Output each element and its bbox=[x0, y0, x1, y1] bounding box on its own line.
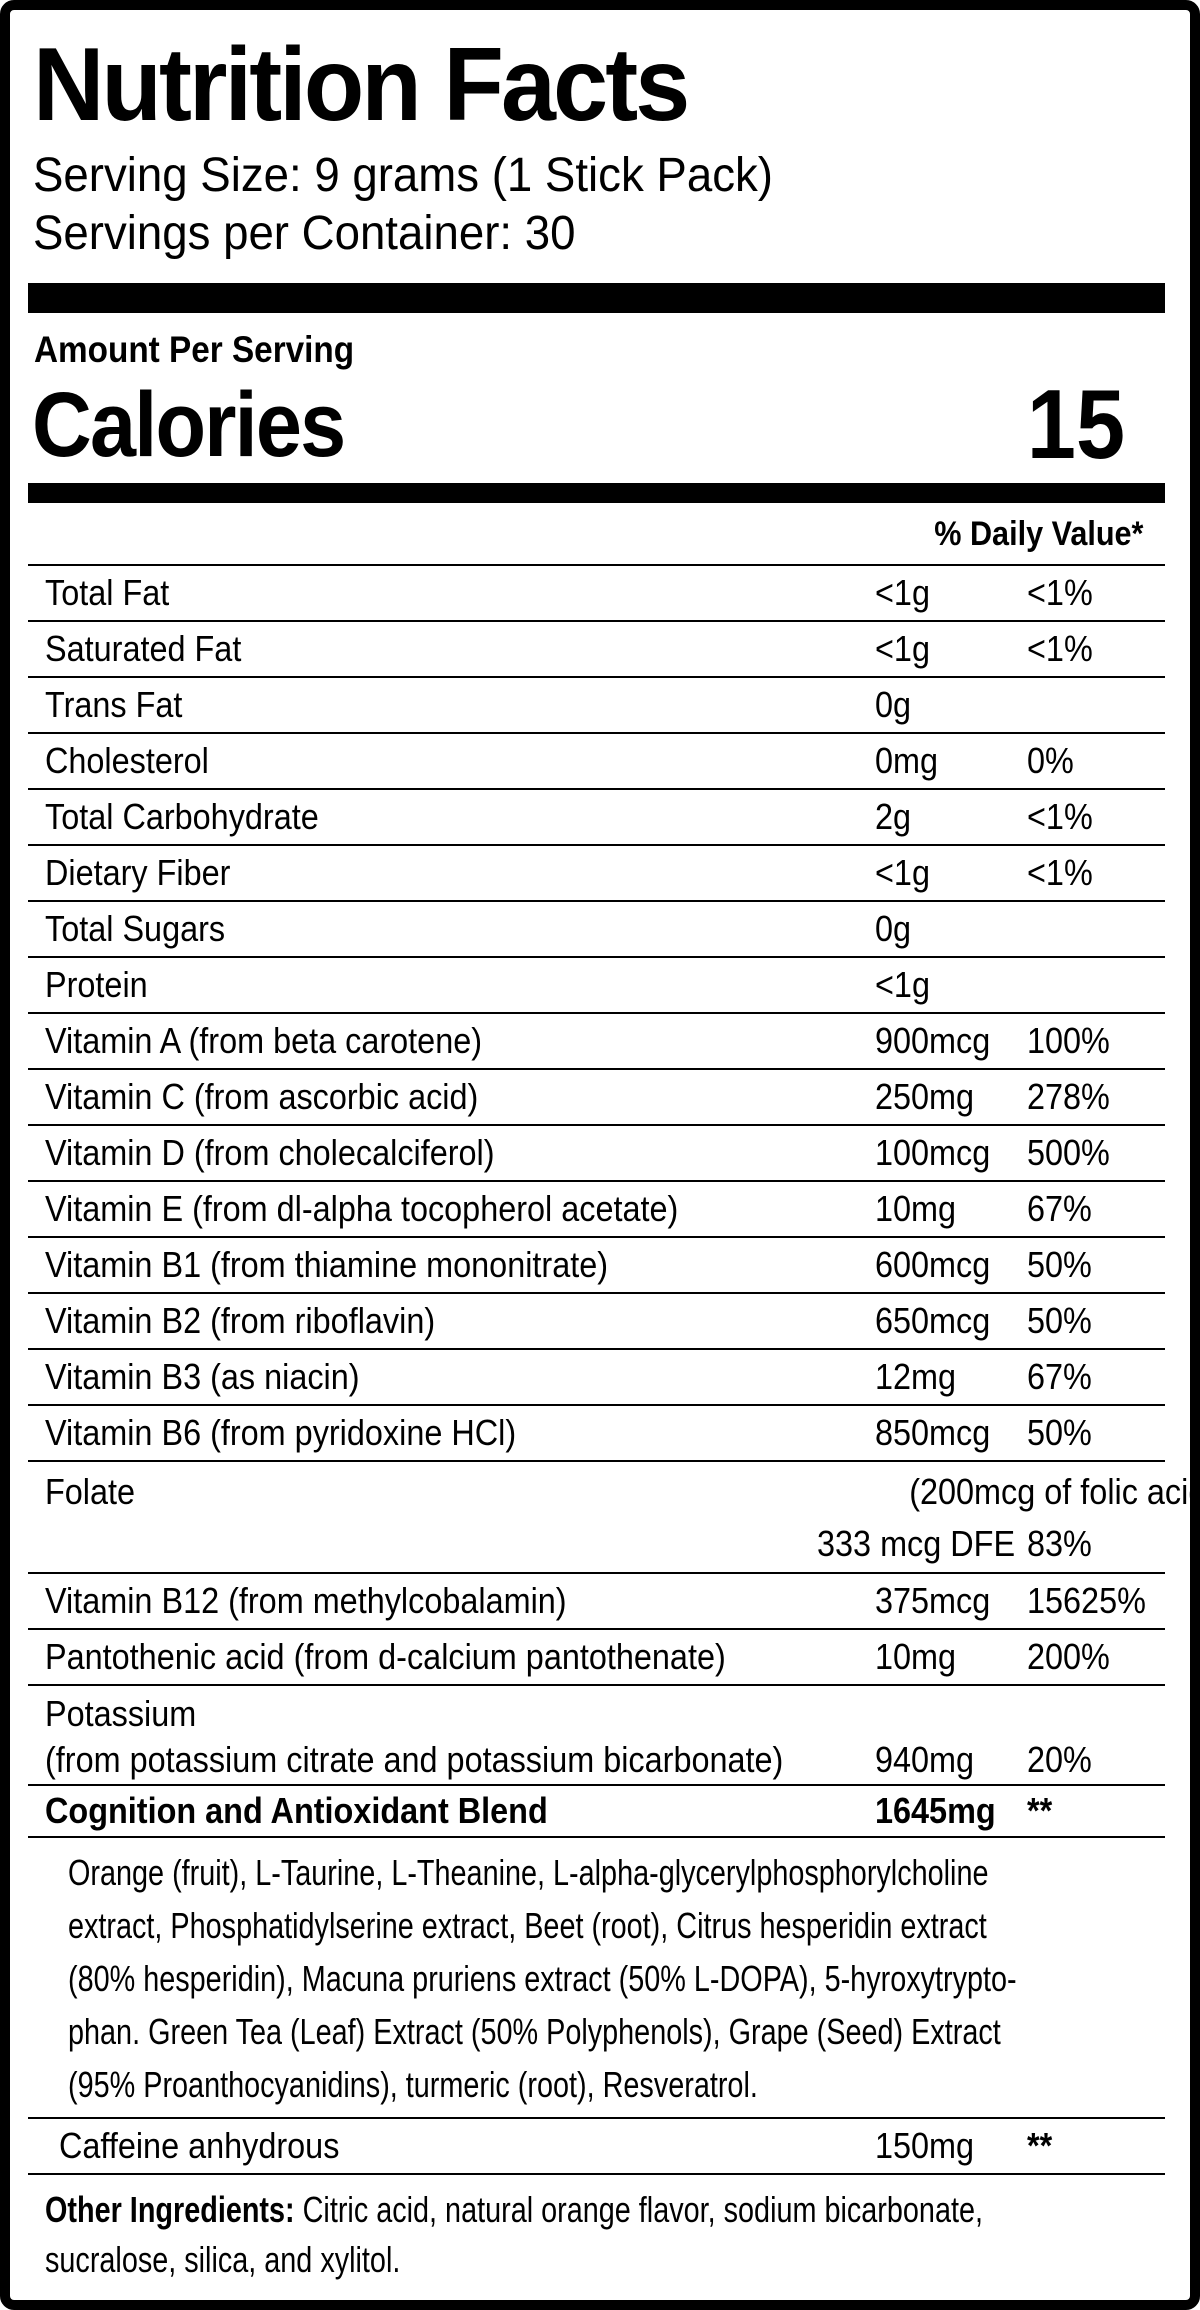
other-ingredients-line: Other Ingredients: Citric acid, natural … bbox=[45, 2189, 983, 2231]
calories-label: Calories bbox=[32, 373, 346, 476]
blend-row: Cognition and Antioxidant Blend 1645mg *… bbox=[28, 1784, 1165, 1836]
amount-per-serving-label: Amount Per Serving bbox=[34, 329, 355, 371]
table-row: Pantothenic acid (from d-calcium pantoth… bbox=[28, 1628, 1165, 1684]
label-title-text: Nutrition Facts bbox=[33, 27, 690, 143]
calories-row: Calories 15 bbox=[32, 375, 1165, 473]
table-row: Saturated Fat <1g <1% bbox=[28, 620, 1165, 676]
table-row: Dietary Fiber <1g <1% bbox=[28, 844, 1165, 900]
folate-paren-note: (200mcg of folic acid) bbox=[909, 1471, 1200, 1513]
table-row: Total Fat <1g <1% bbox=[28, 564, 1165, 620]
daily-value-header: % Daily Value* bbox=[933, 515, 1143, 554]
table-row: Protein <1g bbox=[28, 956, 1165, 1012]
caffeine-row: Caffeine anhydrous 150mg ** bbox=[28, 2117, 1165, 2173]
table-row: Vitamin B6 (from pyridoxine HCl) 850mcg 50… bbox=[28, 1404, 1165, 1460]
label-title: Nutrition Facts bbox=[33, 32, 1165, 138]
nutrient-table: Total Fat <1g <1% Saturated Fat <1g <1% Tran… bbox=[28, 564, 1200, 2285]
table-row: Vitamin D (from cholecalciferol) 100mcg 50… bbox=[28, 1124, 1165, 1180]
table-row: Vitamin E (from dl-alpha tocopherol acet… bbox=[28, 1180, 1165, 1236]
potassium-row: Potassium (from potassium citrate and po… bbox=[28, 1684, 1165, 1784]
blend-ingredients: Orange (fruit), L-Taurine, L-Theanine, L… bbox=[28, 1836, 1165, 2117]
thick-rule-middle bbox=[28, 483, 1165, 504]
blend-ingredients-line: Orange (fruit), L-Taurine, L-Theanine, L… bbox=[68, 1852, 989, 1894]
table-row: Total Carbohydrate 2g <1% bbox=[28, 788, 1165, 844]
table-row: Total Sugars 0g bbox=[28, 900, 1165, 956]
blend-ingredients-line: phan. Green Tea (Leaf) Extract (50% Poly… bbox=[68, 2011, 1001, 2053]
folate-row: Folate (200mcg of folic acid) 333 mcg DF… bbox=[28, 1460, 1200, 1572]
thick-rule-top bbox=[28, 283, 1165, 314]
blend-ingredients-line: extract, Phosphatidylserine extract, Bee… bbox=[68, 1905, 987, 1947]
label-header: Nutrition Facts Serving Size: 9 grams (1… bbox=[10, 10, 1190, 261]
blend-ingredients-line: (95% Proanthocyanidins), turmeric (root)… bbox=[68, 2064, 758, 2106]
blend-ingredients-line: (80% hesperidin), Macuna pruriens extrac… bbox=[68, 1958, 1017, 2000]
label-body: Amount Per Serving Calories 15 % Daily V… bbox=[28, 283, 1200, 2285]
other-ingredients-line: sucralose, silica, and xylitol. bbox=[45, 2239, 401, 2281]
table-row: Vitamin B3 (as niacin) 12mg 67% bbox=[28, 1348, 1165, 1404]
table-row: Vitamin A (from beta carotene) 900mcg 100% bbox=[28, 1012, 1165, 1068]
folate-dfe-amount: 333 mcg DFE bbox=[816, 1523, 1015, 1565]
table-row: Cholesterol 0mg 0% bbox=[28, 732, 1165, 788]
table-row: Vitamin C (from ascorbic acid) 250mg 278% bbox=[28, 1068, 1165, 1124]
table-row: Vitamin B2 (from riboflavin) 650mcg 50% bbox=[28, 1292, 1165, 1348]
table-row: Vitamin B12 (from methylcobalamin) 375mcg… bbox=[28, 1572, 1165, 1628]
table-row: Vitamin B1 (from thiamine mononitrate) 60… bbox=[28, 1236, 1165, 1292]
servings-per-container-line: Servings per Container: 30 bbox=[33, 206, 576, 260]
other-ingredients-lead: Other Ingredients: bbox=[45, 2189, 295, 2231]
calories-value: 15 bbox=[1026, 369, 1125, 480]
table-row: Trans Fat 0g bbox=[28, 676, 1165, 732]
serving-size-line: Serving Size: 9 grams (1 Stick Pack) bbox=[33, 149, 773, 203]
other-ingredients: Other Ingredients: Citric acid, natural … bbox=[28, 2173, 1165, 2285]
